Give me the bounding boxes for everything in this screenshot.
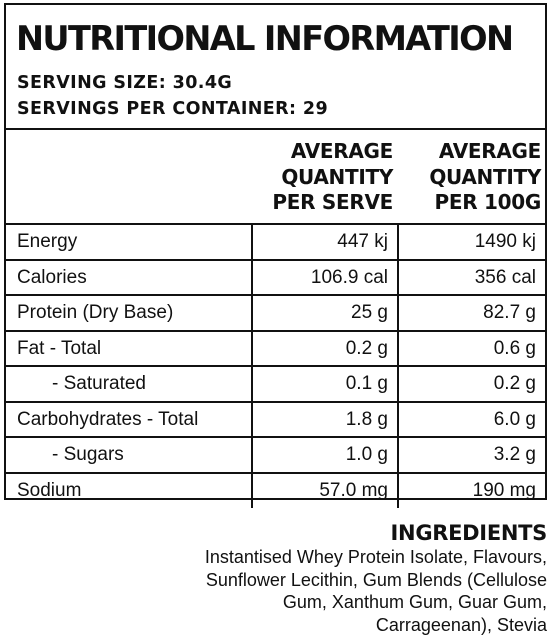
panel-title: NUTRITIONAL INFORMATION — [16, 19, 514, 58]
table-row: - Sugars 1.0 g 3.2 g — [6, 436, 545, 473]
table-row: Fat - Total 0.2 g 0.6 g — [6, 329, 545, 366]
table-row: Sodium 57.0 mg 190 mg — [6, 471, 545, 508]
nutrient-label: Calories — [6, 258, 252, 295]
per-serve-value: 0.1 g — [251, 365, 398, 402]
column-header-line: QUANTITY — [281, 164, 393, 189]
per-100g-value: 3.2 g — [397, 436, 545, 473]
table-row: Energy 447 kj 1490 kj — [6, 223, 545, 260]
per-100g-value: 0.6 g — [397, 329, 545, 366]
per-serve-value: 57.0 mg — [251, 471, 398, 508]
nutrient-label: Protein (Dry Base) — [6, 294, 252, 331]
table-row: - Saturated 0.1 g 0.2 g — [6, 365, 545, 402]
nutrient-label: Energy — [6, 223, 252, 260]
per-100g-value: 1490 kj — [397, 223, 545, 260]
nutrient-label: - Sugars — [6, 436, 252, 473]
nutrient-label: - Saturated — [6, 365, 252, 402]
column-header-line: QUANTITY — [429, 164, 541, 189]
per-100g-value: 190 mg — [397, 471, 545, 508]
per-100g-value: 0.2 g — [397, 365, 545, 402]
table-row: Carbohydrates - Total 1.8 g 6.0 g — [6, 400, 545, 437]
per-serve-value: 25 g — [251, 294, 398, 331]
panel-header: NUTRITIONAL INFORMATION SERVING SIZE: 30… — [6, 5, 545, 130]
per-serve-value: 1.8 g — [251, 400, 398, 437]
nutrient-label: Fat - Total — [6, 329, 252, 366]
ingredients-line: Gum, Xanthum Gum, Guar Gum, — [282, 592, 547, 612]
ingredients-line: Instantised Whey Protein Isolate, Flavou… — [204, 547, 547, 567]
per-100g-value: 82.7 g — [397, 294, 545, 331]
per-serve-value: 0.2 g — [251, 329, 398, 366]
column-header-per-100g: AVERAGE QUANTITY PER 100G — [399, 139, 541, 216]
servings-per-container: SERVINGS PER CONTAINER: 29 — [17, 99, 329, 119]
table-row: Protein (Dry Base) 25 g 82.7 g — [6, 294, 545, 331]
column-header-line: AVERAGE — [290, 139, 393, 163]
ingredients-list: Instantised Whey Protein Isolate, Flavou… — [27, 546, 547, 636]
per-100g-value: 356 cal — [397, 258, 545, 295]
nutrient-label: Sodium — [6, 471, 252, 508]
column-header-per-serve: AVERAGE QUANTITY PER SERVE — [256, 139, 393, 216]
ingredients-heading: INGREDIENTS — [390, 521, 548, 545]
column-header-line: PER SERVE — [272, 190, 393, 214]
nutrition-table: Energy 447 kj 1490 kj Calories 106.9 cal… — [6, 223, 545, 508]
column-header-line: PER 100G — [434, 190, 542, 214]
ingredients-line: Carrageenan), Stevia — [375, 614, 547, 635]
nutrition-panel: NUTRITIONAL INFORMATION SERVING SIZE: 30… — [4, 3, 547, 508]
table-row: Calories 106.9 cal 356 cal — [6, 258, 545, 295]
per-serve-value: 447 kj — [251, 223, 398, 260]
serving-size: SERVING SIZE: 30.4G — [17, 73, 233, 93]
ingredients-line: Sunflower Lecithin, Gum Blends (Cellulos… — [205, 569, 547, 590]
per-100g-value: 6.0 g — [397, 400, 545, 437]
nutrient-label: Carbohydrates - Total — [6, 400, 252, 437]
per-serve-value: 1.0 g — [251, 436, 398, 473]
column-header-line: AVERAGE — [438, 139, 541, 163]
per-serve-value: 106.9 cal — [251, 258, 398, 295]
